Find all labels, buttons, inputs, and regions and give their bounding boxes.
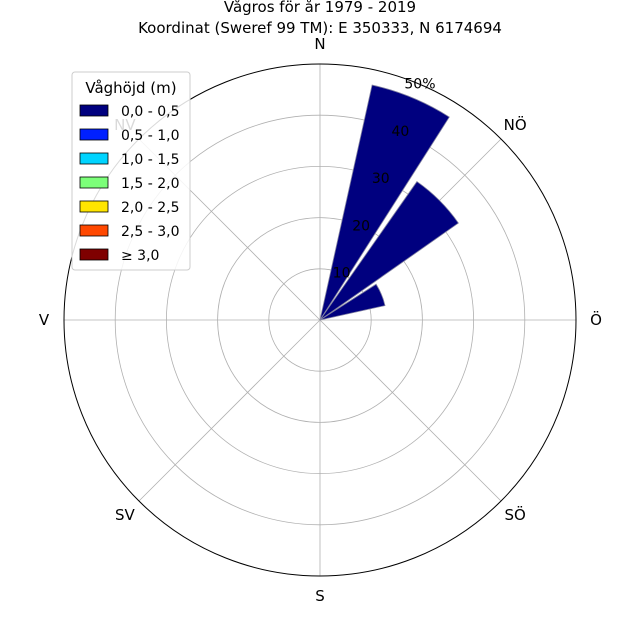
rose-bar-1-0 xyxy=(319,181,459,321)
legend-swatch-1 xyxy=(79,128,109,141)
legend-label-3: 1,5 - 2,0 xyxy=(121,176,179,192)
rose-bar-0-0 xyxy=(319,84,450,321)
radial-tick-label-2: 30 xyxy=(372,171,390,187)
radial-tick-label-0: 10 xyxy=(333,266,351,282)
grid-spoke-3 xyxy=(319,319,502,502)
direction-label-5: SV xyxy=(115,506,136,524)
rose-bar-2-0 xyxy=(319,283,386,321)
outer-boundary xyxy=(63,63,577,577)
legend-swatch-0 xyxy=(79,104,109,117)
legend-swatch-3 xyxy=(79,176,109,189)
legend-label-2: 1,0 - 1,5 xyxy=(121,152,179,168)
legend-swatch-2 xyxy=(79,152,109,165)
chart-title-line2: Koordinat (Sweref 99 TM): E 350333, N 61… xyxy=(138,19,502,37)
direction-label-6: V xyxy=(39,311,50,329)
grid-spoke-5 xyxy=(138,319,321,502)
direction-label-3: SÖ xyxy=(504,505,525,524)
chart-title-line1: Vågros för år 1979 - 2019 xyxy=(224,0,416,16)
legend-swatch-5 xyxy=(79,224,109,237)
direction-label-4: S xyxy=(315,587,325,605)
legend-label-6: ≥ 3,0 xyxy=(121,248,159,264)
legend: Våghöjd (m) 0,0 - 0,5 0,5 - 1,0 1,0 - 1,5 1… xyxy=(71,71,191,271)
direction-label-2: Ö xyxy=(590,310,602,329)
direction-label-1: NÖ xyxy=(504,115,527,134)
legend-swatch-6 xyxy=(79,248,109,261)
legend-title: Våghöjd (m) xyxy=(85,79,176,97)
radial-tick-label-3: 40 xyxy=(391,124,409,140)
rose-bars xyxy=(319,84,459,321)
legend-label-5: 2,5 - 3,0 xyxy=(121,224,179,240)
legend-label-0: 0,0 - 0,5 xyxy=(121,104,179,120)
polar-grid xyxy=(64,64,576,576)
legend-label-1: 0,5 - 1,0 xyxy=(121,128,179,144)
legend-label-4: 2,0 - 2,5 xyxy=(121,200,179,216)
legend-swatch-4 xyxy=(79,200,109,213)
radial-tick-label-1: 20 xyxy=(352,218,370,234)
direction-label-0: N xyxy=(314,35,325,53)
legend-box xyxy=(71,71,191,271)
